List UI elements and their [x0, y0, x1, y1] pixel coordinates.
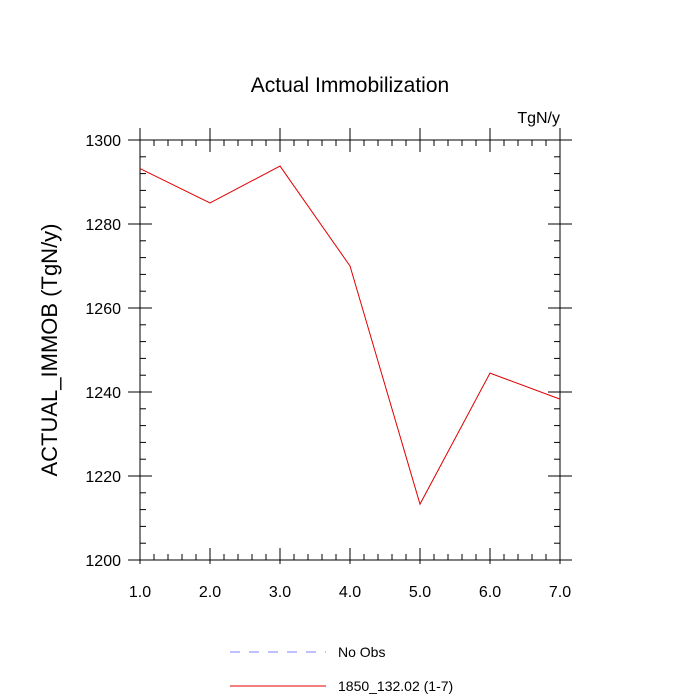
y-tick-label: 1280 [85, 217, 121, 234]
x-tick-label: 2.0 [199, 584, 221, 601]
chart-title: Actual Immobilization [251, 74, 449, 97]
x-tick-label: 4.0 [339, 584, 361, 601]
x-tick-label: 1.0 [129, 584, 151, 601]
x-tick-label: 5.0 [409, 584, 431, 601]
legend-label-no-obs: No Obs [338, 644, 385, 660]
y-tick-label: 1240 [85, 385, 121, 402]
units-label: TgN/y [517, 110, 560, 127]
legend-label-series: 1850_132.02 (1-7) [338, 678, 453, 694]
y-tick-label: 1200 [85, 553, 121, 570]
y-tick-label: 1260 [85, 301, 121, 318]
y-tick-label: 1220 [85, 469, 121, 486]
x-tick-label: 6.0 [479, 584, 501, 601]
x-tick-label: 3.0 [269, 584, 291, 601]
y-axis-label: ACTUAL_IMMOB (TgN/y) [37, 223, 62, 476]
y-tick-label: 1300 [85, 133, 121, 150]
plot-frame [139, 139, 561, 561]
x-tick-label: 7.0 [549, 584, 571, 601]
series-line [139, 165, 561, 506]
legend: No Obs 1850_132.02 (1-7) [230, 644, 453, 694]
